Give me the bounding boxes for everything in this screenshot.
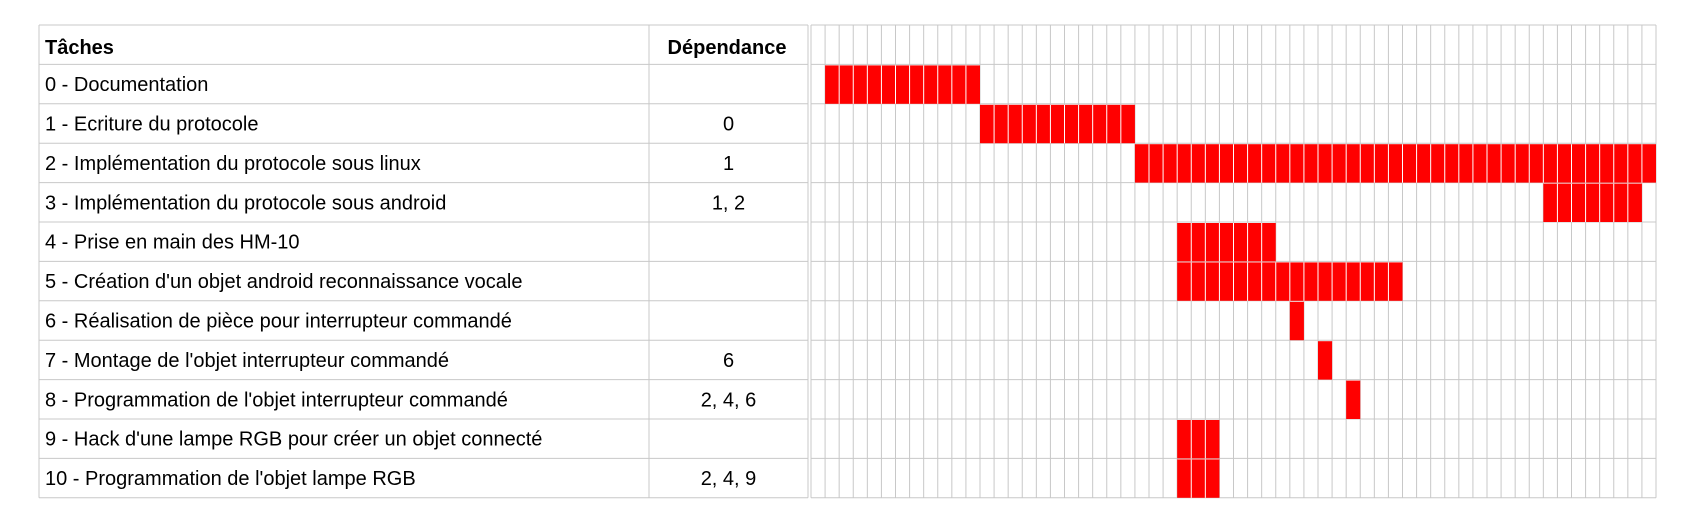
- task-label: 5 - Création d'un objet android reconnai…: [45, 271, 522, 293]
- task-dependency: 6: [723, 350, 734, 372]
- task-bar: [825, 65, 980, 104]
- task-bar: [980, 104, 1135, 144]
- task-label: 4 - Prise en main des HM-10: [45, 232, 300, 254]
- task-bar: [1177, 420, 1220, 459]
- task-bar: [1318, 341, 1333, 380]
- header-dependency: Dépendance: [668, 37, 787, 59]
- task-label: 7 - Montage de l'objet interrupteur comm…: [45, 350, 449, 372]
- task-label: 0 - Documentation: [45, 74, 208, 96]
- task-bar: [1346, 380, 1361, 419]
- task-bar: [1177, 223, 1276, 262]
- task-label: 3 - Implémentation du protocole sous and…: [45, 192, 446, 214]
- task-bar: [1177, 459, 1220, 498]
- task-bar: [1543, 183, 1642, 222]
- task-label: 2 - Implémentation du protocole sous lin…: [45, 153, 421, 175]
- task-dependency: 2, 4, 9: [701, 468, 757, 490]
- task-dependency: 0: [723, 114, 734, 136]
- text-layer: Tâches Dépendance 0 - Documentation 1 - E…: [45, 37, 786, 490]
- task-dependency: 1: [723, 153, 734, 175]
- task-label: 8 - Programmation de l'objet interrupteu…: [45, 389, 508, 411]
- task-dependency: 1, 2: [712, 192, 745, 214]
- header-tasks: Tâches: [45, 37, 114, 59]
- task-label: 1 - Ecriture du protocole: [45, 114, 258, 136]
- task-label: 9 - Hack d'une lampe RGB pour créer un o…: [45, 429, 542, 451]
- task-label: 10 - Programmation de l'objet lampe RGB: [45, 468, 416, 490]
- task-bar: [1134, 144, 1656, 183]
- bar-layer: [825, 65, 1656, 498]
- task-label: 6 - Réalisation de pièce pour interrupte…: [45, 311, 512, 333]
- task-dependency: 2, 4, 6: [701, 389, 757, 411]
- task-bar: [1289, 301, 1304, 341]
